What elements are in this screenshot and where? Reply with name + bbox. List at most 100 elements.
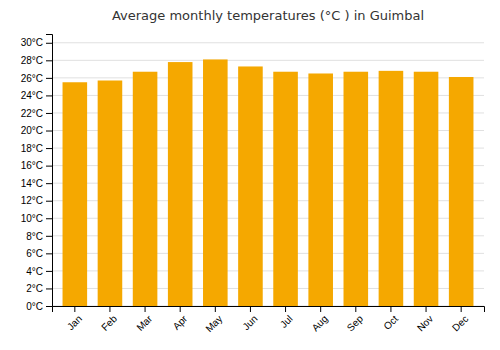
tick-mark	[109, 306, 110, 312]
tick-mark	[46, 113, 52, 114]
tick-mark	[46, 201, 52, 202]
tick-label: Dec	[450, 313, 470, 333]
tick: 26°C	[21, 73, 52, 84]
bar	[98, 81, 123, 306]
tick-label: Aug	[310, 313, 330, 333]
tick: Aug	[310, 306, 330, 333]
tick-label: 14°C	[21, 178, 43, 189]
tick: 30°C	[21, 37, 52, 48]
tick-mark	[46, 253, 52, 254]
tick-label: 8°C	[26, 231, 43, 242]
tick-mark	[46, 43, 52, 44]
tick-label: Nov	[415, 313, 435, 333]
tick-label: 24°C	[21, 90, 43, 101]
tick-mark	[46, 288, 52, 289]
tick-mark	[46, 218, 52, 219]
grid-line	[52, 42, 484, 43]
tick: 2°C	[26, 283, 52, 294]
tick: 8°C	[26, 231, 52, 242]
axis-line	[53, 307, 485, 313]
tick: 4°C	[26, 266, 52, 277]
tick-label: Jun	[240, 313, 259, 332]
axis-line	[46, 35, 53, 307]
tick-mark	[355, 306, 356, 312]
plot: 0°C 2°C 4°C 6°C 8°C 10°C 12°C 14°C 16°C 18°C 20°C 2…	[21, 35, 485, 335]
tick-label: Oct	[381, 313, 400, 332]
tick-label: Jan	[65, 313, 84, 332]
tick-mark	[285, 306, 286, 312]
tick: 14°C	[21, 178, 52, 189]
tick-label: 16°C	[21, 160, 43, 171]
tick-mark	[46, 95, 52, 96]
tick-label: Mar	[134, 313, 154, 333]
tick-mark	[46, 60, 52, 61]
tick: Oct	[381, 306, 400, 332]
tick: Jun	[240, 306, 259, 332]
tick-label: 30°C	[21, 37, 43, 48]
tick: 28°C	[21, 55, 52, 66]
tick-label: 0°C	[26, 301, 43, 312]
tick-label: 28°C	[21, 55, 43, 66]
bar	[63, 82, 88, 306]
tick: Dec	[450, 306, 470, 333]
bar	[203, 59, 228, 306]
tick-label: Jul	[278, 313, 295, 330]
tick-label: 4°C	[26, 266, 43, 277]
tick-label: May	[203, 313, 224, 334]
bar	[273, 72, 298, 306]
grid-line	[52, 60, 484, 61]
tick-mark	[46, 183, 52, 184]
tick: Apr	[171, 306, 190, 332]
tick: 6°C	[26, 248, 52, 259]
x-axis: Jan Feb Mar Apr May Jun Jul Aug Sep Oct Nov Dec	[53, 306, 485, 334]
bars	[63, 59, 474, 306]
tick: Feb	[99, 306, 119, 333]
bar	[238, 66, 263, 306]
tick-mark	[46, 148, 52, 149]
tick-mark	[461, 306, 462, 312]
tick-label: 6°C	[26, 248, 43, 259]
tick-mark	[46, 271, 52, 272]
tick: 12°C	[21, 195, 52, 206]
tick-mark	[180, 306, 181, 312]
tick-label: 2°C	[26, 283, 43, 294]
tick-mark	[215, 306, 216, 312]
tick-mark	[46, 78, 52, 79]
tick-label: Sep	[345, 313, 366, 334]
bar	[133, 72, 158, 306]
tick-label: 10°C	[21, 213, 43, 224]
tick: 0°C	[26, 301, 52, 312]
tick-mark	[46, 131, 52, 132]
title: Average monthly temperatures (°C ) in Gu…	[112, 8, 424, 23]
tick-label: 22°C	[21, 108, 43, 119]
bar	[308, 73, 333, 306]
tick-mark	[145, 306, 146, 312]
tick: Mar	[134, 306, 154, 333]
tick: 10°C	[21, 213, 52, 224]
bar	[379, 71, 404, 306]
tick-mark	[390, 306, 391, 312]
bar	[344, 72, 369, 306]
tick: 22°C	[21, 108, 52, 119]
tick: Jul	[278, 306, 295, 330]
bar	[168, 62, 193, 306]
tick-mark	[250, 306, 251, 312]
tick: Sep	[345, 306, 366, 333]
tick-label: Feb	[99, 313, 119, 333]
bar	[414, 72, 439, 306]
tick: May	[203, 306, 224, 334]
tick-mark	[46, 166, 52, 167]
tick: 24°C	[21, 90, 52, 101]
chart: 0°C 2°C 4°C 6°C 8°C 10°C 12°C 14°C 16°C 18°C 20°C 2…	[0, 0, 500, 350]
tick: 16°C	[21, 160, 52, 171]
tick-label: 26°C	[21, 73, 43, 84]
bar	[449, 77, 474, 306]
tick: 18°C	[21, 143, 52, 154]
tick: 20°C	[21, 125, 52, 136]
tick-label: 18°C	[21, 143, 43, 154]
tick-mark	[74, 306, 75, 312]
tick-mark	[46, 236, 52, 237]
tick: Jan	[65, 306, 84, 332]
tick-label: Apr	[171, 313, 190, 332]
grid	[52, 43, 484, 306]
